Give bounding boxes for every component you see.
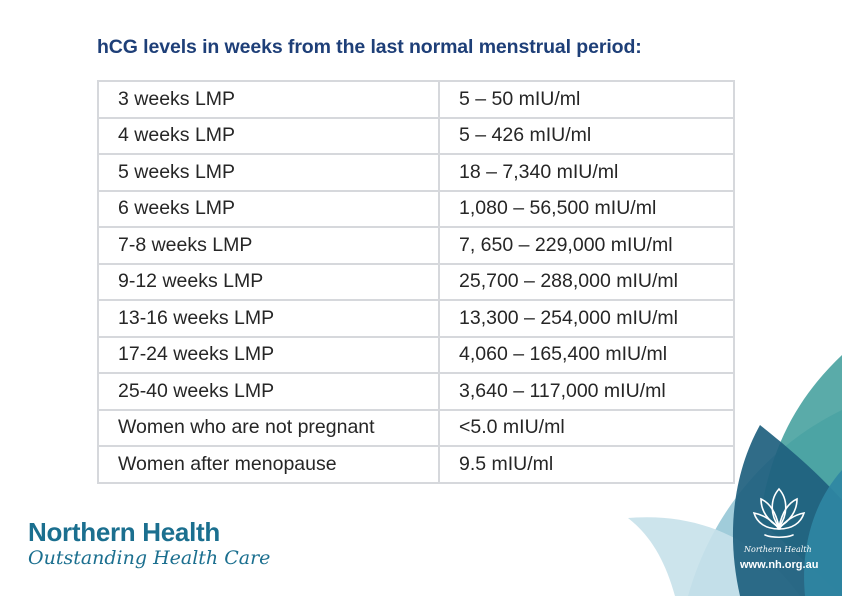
hcg-range-cell: 4,060 – 165,400 mIU/ml <box>438 335 735 374</box>
hcg-range-cell: 13,300 – 254,000 mIU/ml <box>438 299 735 338</box>
table-row: Women who are not pregnant <5.0 mIU/ml <box>97 408 735 447</box>
table-row: Women after menopause 9.5 mIU/ml <box>97 445 735 484</box>
brand-name: Northern Health <box>28 517 220 547</box>
hcg-range-cell: 18 – 7,340 mIU/ml <box>438 153 735 192</box>
gestation-cell: 7-8 weeks LMP <box>97 226 440 265</box>
gestation-cell: Women who are not pregnant <box>97 408 440 447</box>
table-row: 6 weeks LMP 1,080 – 56,500 mIU/ml <box>97 189 735 228</box>
page-title: hCG levels in weeks from the last normal… <box>97 36 642 58</box>
hcg-range-cell: 7, 650 – 229,000 mIU/ml <box>438 226 735 265</box>
table-row: 4 weeks LMP 5 – 426 mIU/ml <box>97 116 735 155</box>
gestation-cell: 9-12 weeks LMP <box>97 262 440 301</box>
table-row: 13-16 weeks LMP 13,300 – 254,000 mIU/ml <box>97 299 735 338</box>
table-row: 7-8 weeks LMP 7, 650 – 229,000 mIU/ml <box>97 226 735 265</box>
gestation-cell: 17-24 weeks LMP <box>97 335 440 374</box>
gestation-cell: 3 weeks LMP <box>97 80 440 119</box>
gestation-cell: Women after menopause <box>97 445 440 484</box>
table-row: 17-24 weeks LMP 4,060 – 165,400 mIU/ml <box>97 335 735 374</box>
gestation-cell: 25-40 weeks LMP <box>97 372 440 411</box>
hcg-range-cell: 5 – 50 mIU/ml <box>438 80 735 119</box>
gestation-cell: 6 weeks LMP <box>97 189 440 228</box>
logo-caption: Northern Health <box>744 545 812 554</box>
leaf-mid-blue <box>804 470 842 596</box>
brand-tagline: Outstanding Health Care <box>28 547 271 569</box>
website-url: www.nh.org.au <box>740 559 819 571</box>
hcg-range-cell: 1,080 – 56,500 mIU/ml <box>438 189 735 228</box>
hcg-range-cell: 3,640 – 117,000 mIU/ml <box>438 372 735 411</box>
hcg-range-cell: 9.5 mIU/ml <box>438 445 735 484</box>
gestation-cell: 13-16 weeks LMP <box>97 299 440 338</box>
hcg-range-cell: 25,700 – 288,000 mIU/ml <box>438 262 735 301</box>
table-row: 3 weeks LMP 5 – 50 mIU/ml <box>97 80 735 119</box>
table-row: 25-40 weeks LMP 3,640 – 117,000 mIU/ml <box>97 372 735 411</box>
hcg-range-cell: 5 – 426 mIU/ml <box>438 116 735 155</box>
northern-health-wordmark: Northern Health Outstanding Health Care <box>28 519 270 568</box>
table-row: 5 weeks LMP 18 – 7,340 mIU/ml <box>97 153 735 192</box>
gestation-cell: 4 weeks LMP <box>97 116 440 155</box>
table-row: 9-12 weeks LMP 25,700 – 288,000 mIU/ml <box>97 262 735 301</box>
lotus-logo-icon <box>752 487 806 539</box>
hcg-levels-table: 3 weeks LMP 5 – 50 mIU/ml 4 weeks LMP 5 – … <box>97 80 735 484</box>
gestation-cell: 5 weeks LMP <box>97 153 440 192</box>
hcg-range-cell: <5.0 mIU/ml <box>438 408 735 447</box>
